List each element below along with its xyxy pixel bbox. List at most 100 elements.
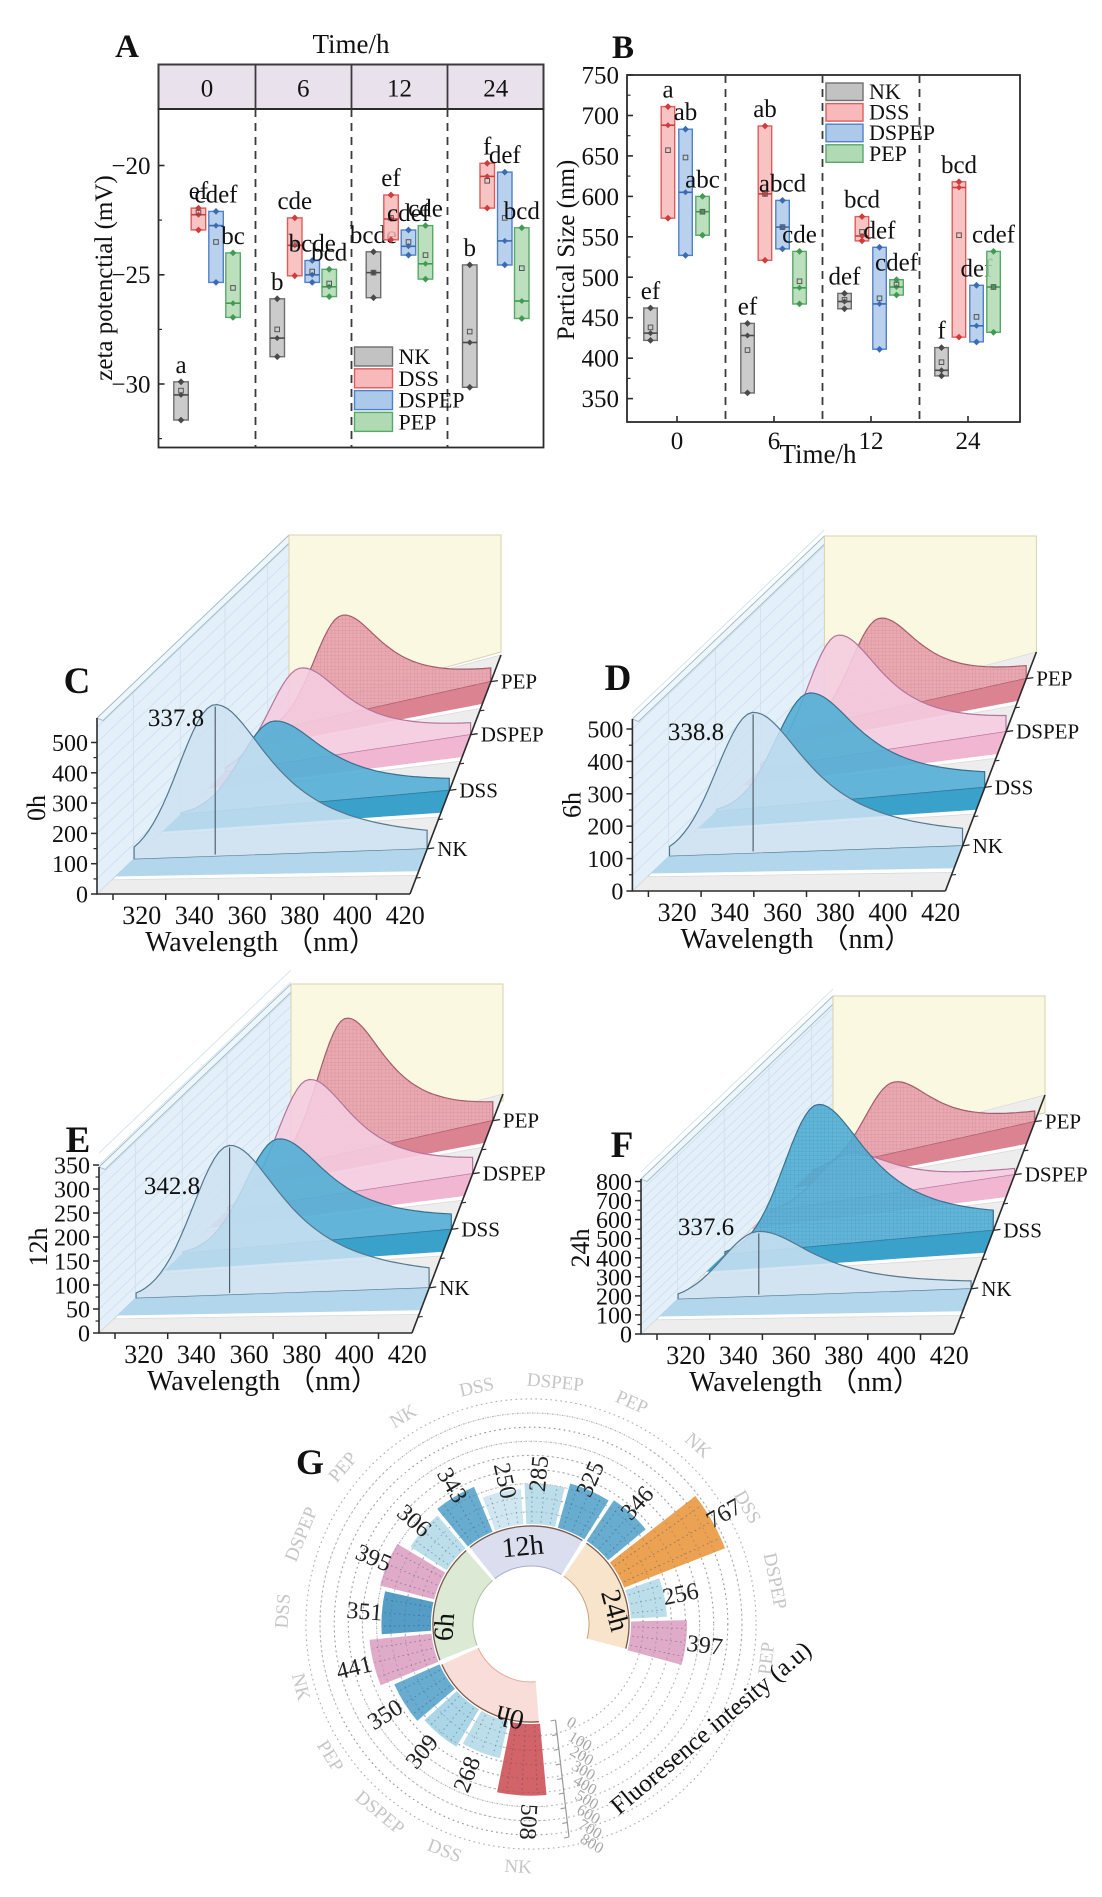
svg-text:700: 700 — [582, 103, 620, 130]
svg-text:bcd: bcd — [311, 239, 348, 266]
svg-text:360: 360 — [772, 1341, 811, 1370]
svg-text:DSS: DSS — [995, 775, 1034, 799]
svg-text:DSPEP: DSPEP — [869, 120, 935, 145]
svg-text:−30: −30 — [111, 372, 150, 399]
svg-text:700: 700 — [596, 1189, 632, 1215]
svg-text:Wavelength （nm）: Wavelength （nm） — [680, 923, 912, 955]
svg-text:cde: cde — [408, 196, 443, 223]
svg-text:380: 380 — [816, 898, 855, 927]
svg-text:360: 360 — [228, 901, 267, 930]
svg-text:380: 380 — [824, 1341, 863, 1370]
svg-text:Wavelength （nm）: Wavelength （nm） — [147, 1365, 379, 1397]
svg-text:300: 300 — [587, 782, 623, 808]
svg-text:100: 100 — [52, 852, 88, 878]
svg-text:−25: −25 — [111, 262, 150, 289]
svg-text:600: 600 — [596, 1208, 632, 1234]
svg-text:cdef: cdef — [972, 221, 1016, 248]
svg-text:200: 200 — [54, 1226, 90, 1252]
svg-text:def: def — [864, 217, 897, 244]
svg-text:b: b — [464, 235, 477, 262]
svg-text:351: 351 — [345, 1598, 383, 1627]
svg-text:A: A — [115, 29, 139, 65]
svg-text:320: 320 — [666, 1341, 705, 1370]
svg-text:cde: cde — [277, 188, 312, 215]
svg-text:cdef: cdef — [875, 250, 919, 277]
svg-text:f: f — [937, 318, 946, 345]
svg-text:ef: ef — [189, 178, 209, 205]
svg-text:400: 400 — [335, 1340, 374, 1369]
svg-text:DSS: DSS — [1003, 1218, 1042, 1242]
svg-text:320: 320 — [124, 1340, 163, 1369]
svg-text:Partical Size (nm): Partical Size (nm) — [553, 160, 580, 341]
svg-text:400: 400 — [587, 750, 623, 776]
svg-text:NK: NK — [439, 1276, 469, 1300]
svg-text:PEP: PEP — [503, 1109, 539, 1133]
svg-text:F: F — [611, 1125, 634, 1166]
svg-text:DSPEP: DSPEP — [399, 388, 465, 413]
svg-text:350: 350 — [54, 1154, 90, 1180]
svg-text:400: 400 — [582, 346, 620, 373]
svg-text:G: G — [296, 1442, 324, 1482]
svg-text:D: D — [605, 658, 632, 699]
svg-text:0: 0 — [671, 428, 684, 455]
svg-text:450: 450 — [582, 305, 620, 332]
svg-text:100: 100 — [587, 847, 623, 873]
svg-text:400: 400 — [868, 898, 907, 927]
svg-text:0: 0 — [620, 1323, 632, 1349]
svg-text:Wavelength （nm）: Wavelength （nm） — [145, 926, 377, 958]
svg-text:100: 100 — [54, 1274, 90, 1300]
svg-text:500: 500 — [596, 1227, 632, 1253]
svg-text:b: b — [271, 269, 284, 296]
svg-text:12: 12 — [859, 428, 884, 455]
svg-text:DSS: DSS — [869, 100, 909, 125]
svg-text:6: 6 — [768, 428, 781, 455]
svg-text:380: 380 — [280, 901, 319, 930]
svg-text:C: C — [64, 661, 91, 702]
svg-text:−20: −20 — [111, 153, 150, 180]
svg-text:bcd: bcd — [844, 187, 881, 214]
svg-text:0: 0 — [611, 880, 623, 906]
svg-text:cde: cde — [782, 221, 817, 248]
svg-text:24h: 24h — [566, 1229, 595, 1268]
svg-text:350: 350 — [582, 386, 620, 413]
svg-text:abcd: abcd — [759, 170, 807, 197]
svg-text:380: 380 — [282, 1340, 321, 1369]
svg-text:DSS: DSS — [459, 778, 498, 802]
svg-text:340: 340 — [175, 901, 214, 930]
svg-text:0: 0 — [201, 76, 214, 103]
svg-text:bcd: bcd — [941, 152, 978, 179]
svg-text:550: 550 — [582, 224, 620, 251]
svg-text:a: a — [662, 77, 673, 104]
svg-text:0: 0 — [78, 1322, 90, 1348]
svg-text:ab: ab — [753, 96, 777, 123]
svg-text:6h: 6h — [428, 1612, 461, 1642]
svg-text:f: f — [483, 133, 492, 160]
svg-text:600: 600 — [582, 184, 620, 211]
svg-text:300: 300 — [54, 1178, 90, 1204]
svg-text:DSS: DSS — [461, 1217, 500, 1241]
svg-text:360: 360 — [763, 898, 802, 927]
svg-text:340: 340 — [719, 1341, 758, 1370]
svg-text:300: 300 — [52, 792, 88, 818]
svg-text:cdef: cdef — [387, 200, 431, 227]
svg-text:PEP: PEP — [1045, 1110, 1081, 1134]
svg-text:285: 285 — [525, 1455, 554, 1493]
svg-text:420: 420 — [386, 901, 425, 930]
svg-text:B: B — [612, 30, 634, 66]
svg-text:400: 400 — [877, 1341, 916, 1370]
svg-text:320: 320 — [122, 901, 161, 930]
svg-text:NK: NK — [504, 1856, 533, 1878]
svg-text:ab: ab — [674, 99, 698, 126]
svg-text:12h: 12h — [500, 1529, 545, 1564]
svg-text:PEP: PEP — [754, 1641, 779, 1676]
svg-text:DSPEP: DSPEP — [481, 723, 544, 747]
svg-text:DSS: DSS — [271, 1593, 295, 1629]
svg-text:0: 0 — [76, 883, 88, 909]
svg-text:a: a — [175, 352, 186, 379]
svg-text:500: 500 — [582, 265, 620, 292]
svg-text:6h: 6h — [557, 792, 586, 818]
svg-text:650: 650 — [582, 143, 620, 170]
svg-text:360: 360 — [230, 1340, 269, 1369]
svg-text:400: 400 — [596, 1246, 632, 1272]
svg-text:340: 340 — [177, 1340, 216, 1369]
